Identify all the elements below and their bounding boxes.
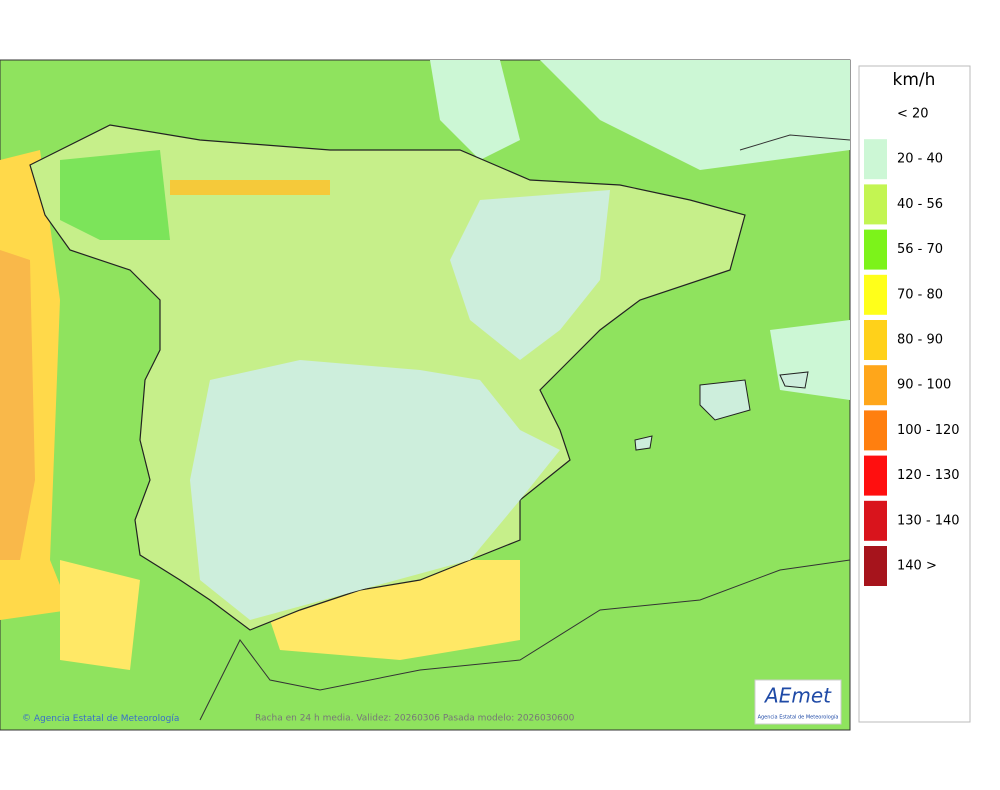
credit: © Agencia Estatal de Meteorología [22, 714, 179, 724]
legend-label: 80 - 90 [897, 333, 943, 348]
wind-zone [540, 60, 850, 170]
wind-zone [60, 560, 140, 670]
legend: < 20 20 - 40 40 - 56 56 - 70 70 - 80 80 - 90 9… [864, 107, 960, 586]
coastline [739, 134, 851, 151]
island [779, 371, 809, 389]
legend-label: 90 - 100 [897, 378, 951, 393]
caption: Racha en 24 h media. Validez: 20260306 P… [255, 714, 575, 724]
island [699, 379, 751, 421]
legend-label: 140 > [897, 559, 937, 574]
legend-label: 20 - 40 [897, 152, 943, 167]
legend-swatch [864, 320, 887, 360]
legend-label: 130 - 140 [897, 513, 960, 528]
wind-zone [60, 150, 170, 240]
wind-zone [450, 190, 610, 360]
wind-zone [170, 180, 330, 195]
coastline [199, 559, 851, 721]
legend-label: 100 - 120 [897, 423, 960, 438]
legend-label: 70 - 80 [897, 287, 943, 302]
legend-swatch [864, 229, 887, 270]
legend-swatch [864, 500, 887, 541]
legend-label: 40 - 56 [897, 197, 943, 212]
legend-swatch [864, 365, 887, 406]
wind-zone [0, 250, 35, 560]
wind-zone [770, 320, 850, 400]
wind-zone [430, 60, 520, 160]
wind-zone [190, 360, 560, 620]
legend-swatch [864, 184, 887, 225]
legend-label: 120 - 130 [897, 468, 960, 483]
legend-swatch [864, 410, 887, 451]
logo-box [754, 679, 842, 725]
legend-swatch [864, 546, 887, 586]
wind-zone [270, 560, 520, 660]
logo-subtitle: Agencia Estatal de Meteorología [758, 714, 839, 721]
island [634, 435, 653, 451]
logo: AEmet [763, 684, 832, 708]
legend-label: < 20 [897, 107, 929, 122]
legend-swatch [864, 455, 887, 496]
legend-label: 56 - 70 [897, 242, 943, 257]
legend-swatch [864, 139, 887, 180]
legend-swatch [864, 274, 887, 315]
legend-unit: km/h [893, 70, 936, 90]
map [0, 59, 851, 731]
